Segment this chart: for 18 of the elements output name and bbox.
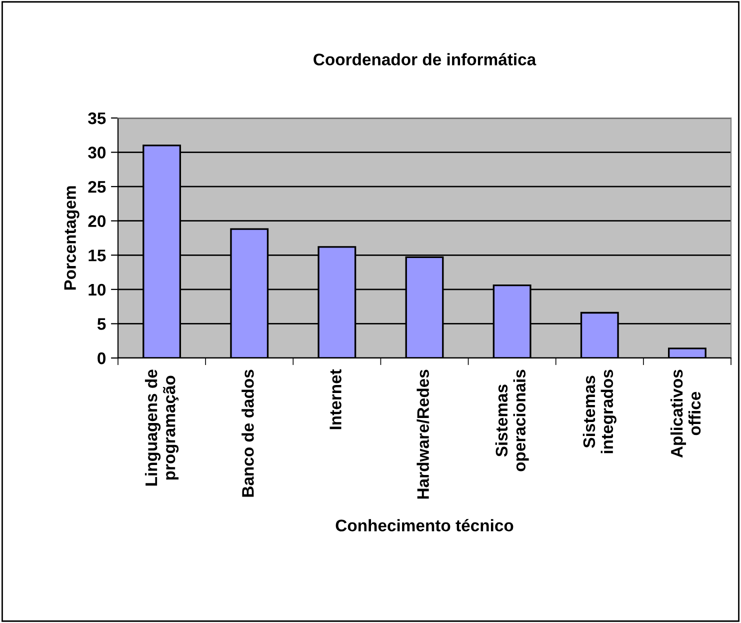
x-tick-label: Sistemas integrados: [582, 370, 616, 454]
x-tick-label: Banco de dados: [242, 370, 254, 497]
x-tick-label: Hardware/Redes: [416, 370, 430, 499]
y-tick-label: 15: [88, 250, 106, 262]
x-tick-label: Aplicativos office: [670, 370, 701, 458]
y-axis-title: Porcentagem: [64, 186, 80, 290]
y-tick-label: 30: [88, 146, 106, 159]
y-tick-label: 25: [88, 180, 106, 193]
y-tick-label: 10: [88, 284, 106, 296]
chart-title: Coordenador de informática: [314, 53, 536, 66]
x-tick-label: Linguagens de programação: [144, 370, 179, 486]
y-tick-label: 5: [97, 318, 106, 330]
y-tick-label: 0: [98, 352, 106, 364]
x-axis-title: Conhecimento técnico: [336, 519, 514, 532]
x-tick-label: Sistemas operacionais: [495, 370, 529, 472]
y-tick-label: 35: [88, 112, 106, 124]
y-tick-label: 20: [88, 215, 106, 228]
x-tick-label: Internet: [330, 369, 342, 430]
